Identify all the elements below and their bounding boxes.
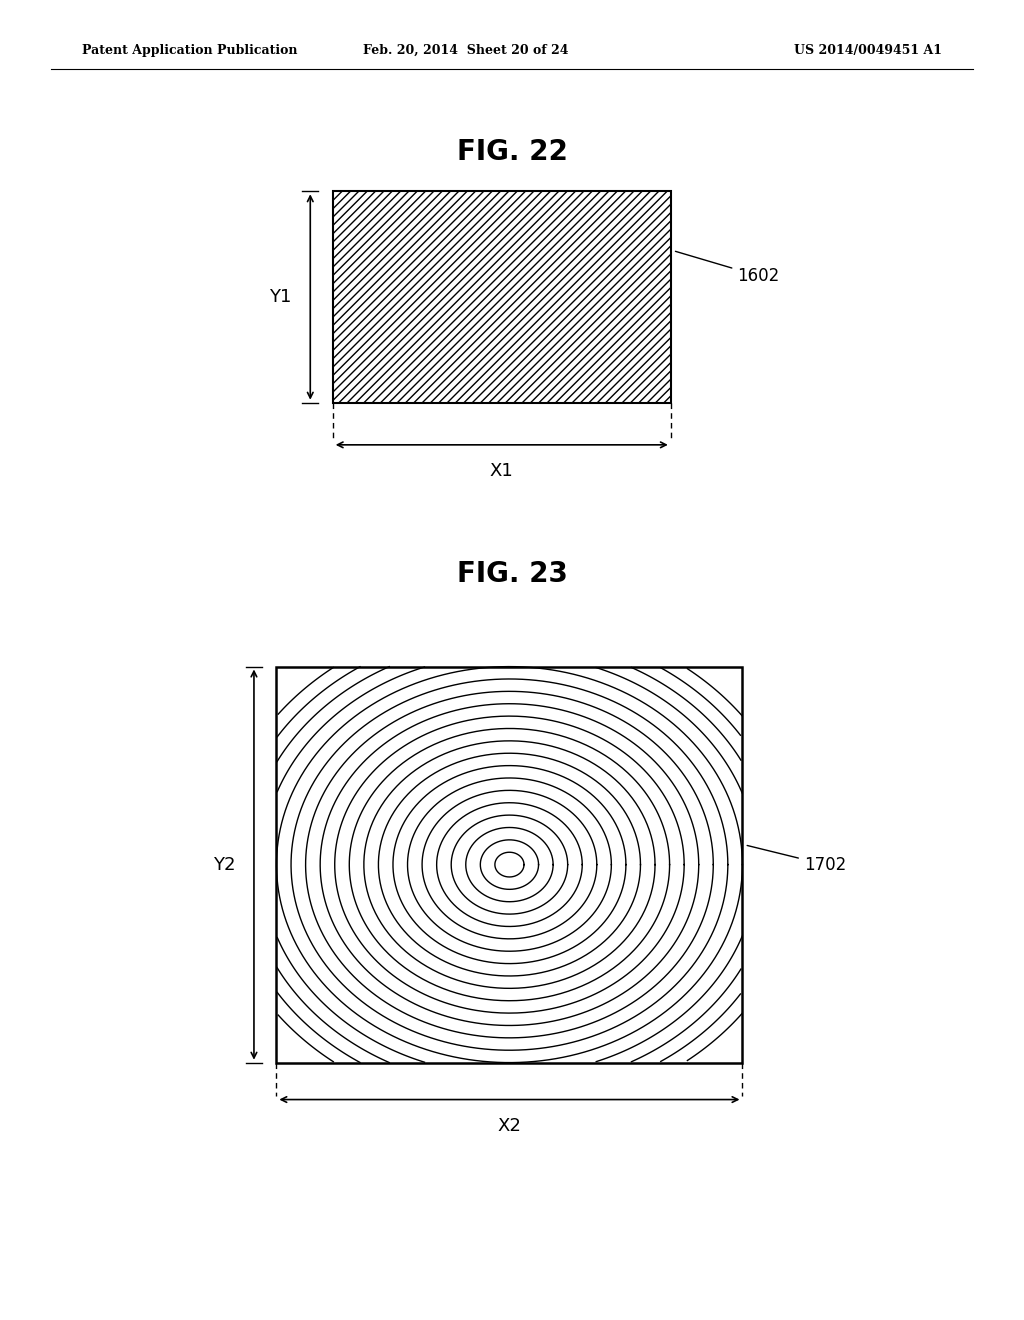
Text: Y2: Y2 [213, 855, 236, 874]
Text: Feb. 20, 2014  Sheet 20 of 24: Feb. 20, 2014 Sheet 20 of 24 [364, 44, 568, 57]
Text: Patent Application Publication: Patent Application Publication [82, 44, 297, 57]
Text: 1602: 1602 [676, 251, 779, 285]
Text: US 2014/0049451 A1: US 2014/0049451 A1 [794, 44, 942, 57]
Text: X1: X1 [489, 462, 514, 480]
Text: Y1: Y1 [269, 288, 292, 306]
Bar [276, 667, 742, 1063]
Text: FIG. 23: FIG. 23 [457, 560, 567, 589]
Text: X2: X2 [498, 1117, 521, 1135]
Bar [333, 191, 671, 403]
Text: FIG. 22: FIG. 22 [457, 137, 567, 166]
Text: 1702: 1702 [748, 846, 846, 874]
Bar [276, 667, 742, 1063]
